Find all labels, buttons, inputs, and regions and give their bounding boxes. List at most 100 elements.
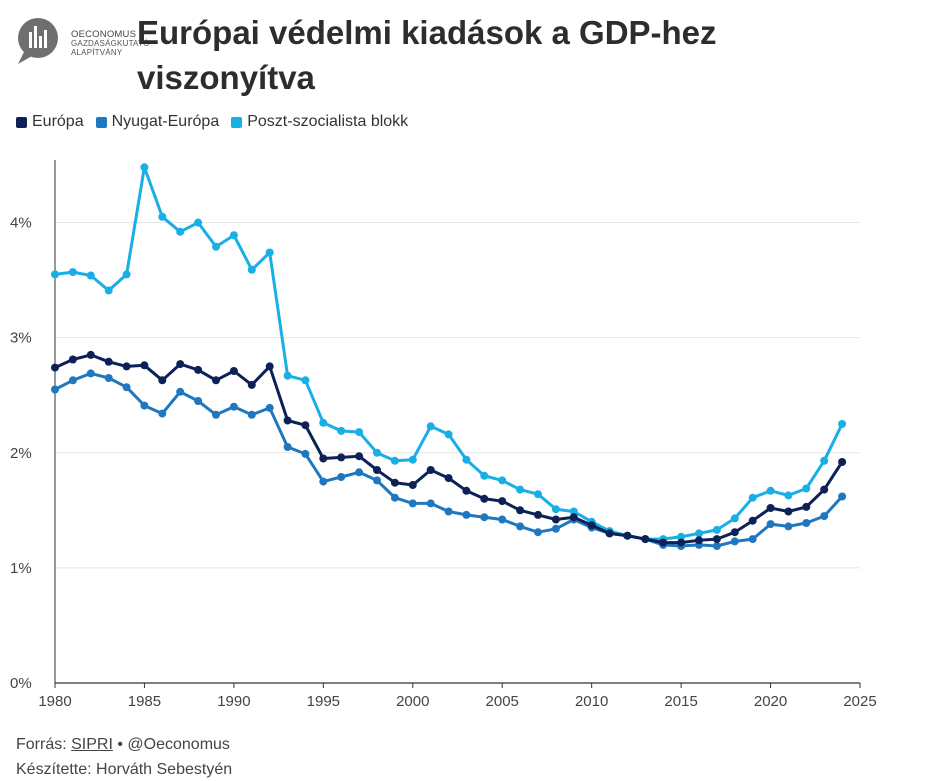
logo-line: OECONOMUS xyxy=(71,29,137,40)
data-point-europa xyxy=(659,538,668,547)
data-point-poszt xyxy=(480,471,489,480)
data-point-europa xyxy=(498,497,507,506)
data-point-poszt xyxy=(319,418,328,427)
data-point-nyugat xyxy=(140,401,149,410)
data-point-nyugat xyxy=(104,374,113,382)
x-tick-label: 1990 xyxy=(217,693,250,710)
data-point-europa xyxy=(265,362,274,371)
data-point-europa xyxy=(68,355,77,364)
data-point-nyugat xyxy=(355,468,364,477)
data-point-nyugat xyxy=(712,542,721,550)
data-point-poszt xyxy=(373,448,381,457)
source-link[interactable]: SIPRI xyxy=(71,736,113,753)
data-point-poszt xyxy=(802,484,811,493)
data-point-poszt xyxy=(51,270,59,279)
legend-label-nyugat: Nyugat-Európa xyxy=(111,113,220,130)
x-tick-label: 1995 xyxy=(307,693,340,710)
data-point-poszt xyxy=(337,426,346,435)
data-point-poszt xyxy=(355,428,364,437)
series-line-poszt xyxy=(54,165,844,541)
data-point-nyugat xyxy=(68,376,77,385)
data-point-europa xyxy=(587,521,596,530)
data-point-nyugat xyxy=(194,397,203,405)
data-point-poszt xyxy=(408,455,417,464)
data-point-europa xyxy=(355,452,364,461)
data-point-nyugat xyxy=(766,520,775,529)
line-chart: 0% 1% 2% 3% 4% 1980 1985 1990 1995 2000 2005 2010 20… xyxy=(10,160,877,710)
data-point-poszt xyxy=(247,265,256,274)
data-point-europa xyxy=(748,516,757,525)
legend-label-europa: Európa xyxy=(32,113,84,130)
data-point-europa xyxy=(838,458,847,466)
data-point-poszt xyxy=(551,505,560,514)
data-point-nyugat xyxy=(265,403,274,412)
data-point-poszt xyxy=(68,268,77,277)
data-point-europa xyxy=(569,513,578,522)
data-point-europa xyxy=(158,376,167,385)
data-point-europa xyxy=(390,478,399,487)
data-point-europa xyxy=(122,362,131,371)
y-tick-label: 0% xyxy=(10,675,32,692)
logo-line: ALAPÍTVÁNY xyxy=(71,48,123,57)
data-point-europa xyxy=(444,474,453,483)
data-point-europa xyxy=(247,380,256,389)
data-point-europa xyxy=(229,367,238,375)
data-point-nyugat xyxy=(784,522,793,531)
data-point-nyugat xyxy=(534,528,542,537)
x-tick-label: 1985 xyxy=(128,693,161,710)
data-point-nyugat xyxy=(498,515,507,524)
data-point-europa xyxy=(677,538,686,547)
data-point-poszt xyxy=(784,491,793,500)
legend-swatch-nyugat xyxy=(95,116,107,128)
data-point-europa xyxy=(623,531,632,540)
y-tick-label: 4% xyxy=(10,215,32,232)
data-point-poszt xyxy=(730,514,739,523)
source-note: Forrás: SIPRI • @Oeconomus xyxy=(16,736,230,754)
chart-title: Európai védelmi kiadások a GDP-hez viszo… xyxy=(137,14,717,96)
legend-item-europa: Európa xyxy=(16,113,84,131)
data-point-poszt xyxy=(229,231,238,240)
data-point-europa xyxy=(641,535,650,544)
data-point-poszt xyxy=(766,486,775,495)
x-tick-label: 1980 xyxy=(38,693,71,710)
data-point-europa xyxy=(176,360,185,369)
data-point-europa xyxy=(480,494,489,503)
data-point-poszt xyxy=(140,163,149,172)
data-point-europa xyxy=(212,376,220,385)
data-point-europa xyxy=(408,481,417,489)
data-point-europa xyxy=(534,510,542,519)
data-point-europa xyxy=(784,507,793,516)
data-point-europa xyxy=(194,365,203,374)
data-point-europa xyxy=(462,486,471,495)
data-point-europa xyxy=(319,454,328,463)
data-point-nyugat xyxy=(802,519,811,527)
data-point-poszt xyxy=(158,212,167,221)
x-tick-label: 2005 xyxy=(486,693,519,710)
data-point-nyugat xyxy=(86,369,95,378)
data-point-nyugat xyxy=(158,409,167,418)
data-point-nyugat xyxy=(337,473,346,481)
data-point-poszt xyxy=(390,456,399,465)
y-tick-label: 3% xyxy=(10,330,32,347)
data-point-europa xyxy=(605,529,614,538)
data-point-poszt xyxy=(838,420,847,428)
data-point-nyugat xyxy=(176,387,185,396)
data-point-poszt xyxy=(820,456,829,465)
x-tick-label: 2010 xyxy=(575,693,608,710)
data-point-poszt xyxy=(534,490,542,499)
data-point-europa xyxy=(86,350,95,359)
data-point-europa xyxy=(766,504,775,512)
data-point-europa xyxy=(373,466,381,474)
x-tick-label: 2020 xyxy=(754,693,787,710)
chart-legend: Európa Nyugat-Európa Poszt-szocialista b… xyxy=(16,113,420,131)
data-point-poszt xyxy=(194,218,203,227)
data-point-europa xyxy=(301,421,310,430)
data-point-poszt xyxy=(444,430,453,439)
data-point-poszt xyxy=(104,286,113,295)
data-point-europa xyxy=(802,502,811,511)
source-prefix: Forrás: xyxy=(16,736,72,753)
data-point-europa xyxy=(516,506,525,515)
data-point-europa xyxy=(104,357,113,366)
legend-item-nyugat: Nyugat-Európa xyxy=(95,113,220,131)
data-point-poszt xyxy=(569,507,578,516)
